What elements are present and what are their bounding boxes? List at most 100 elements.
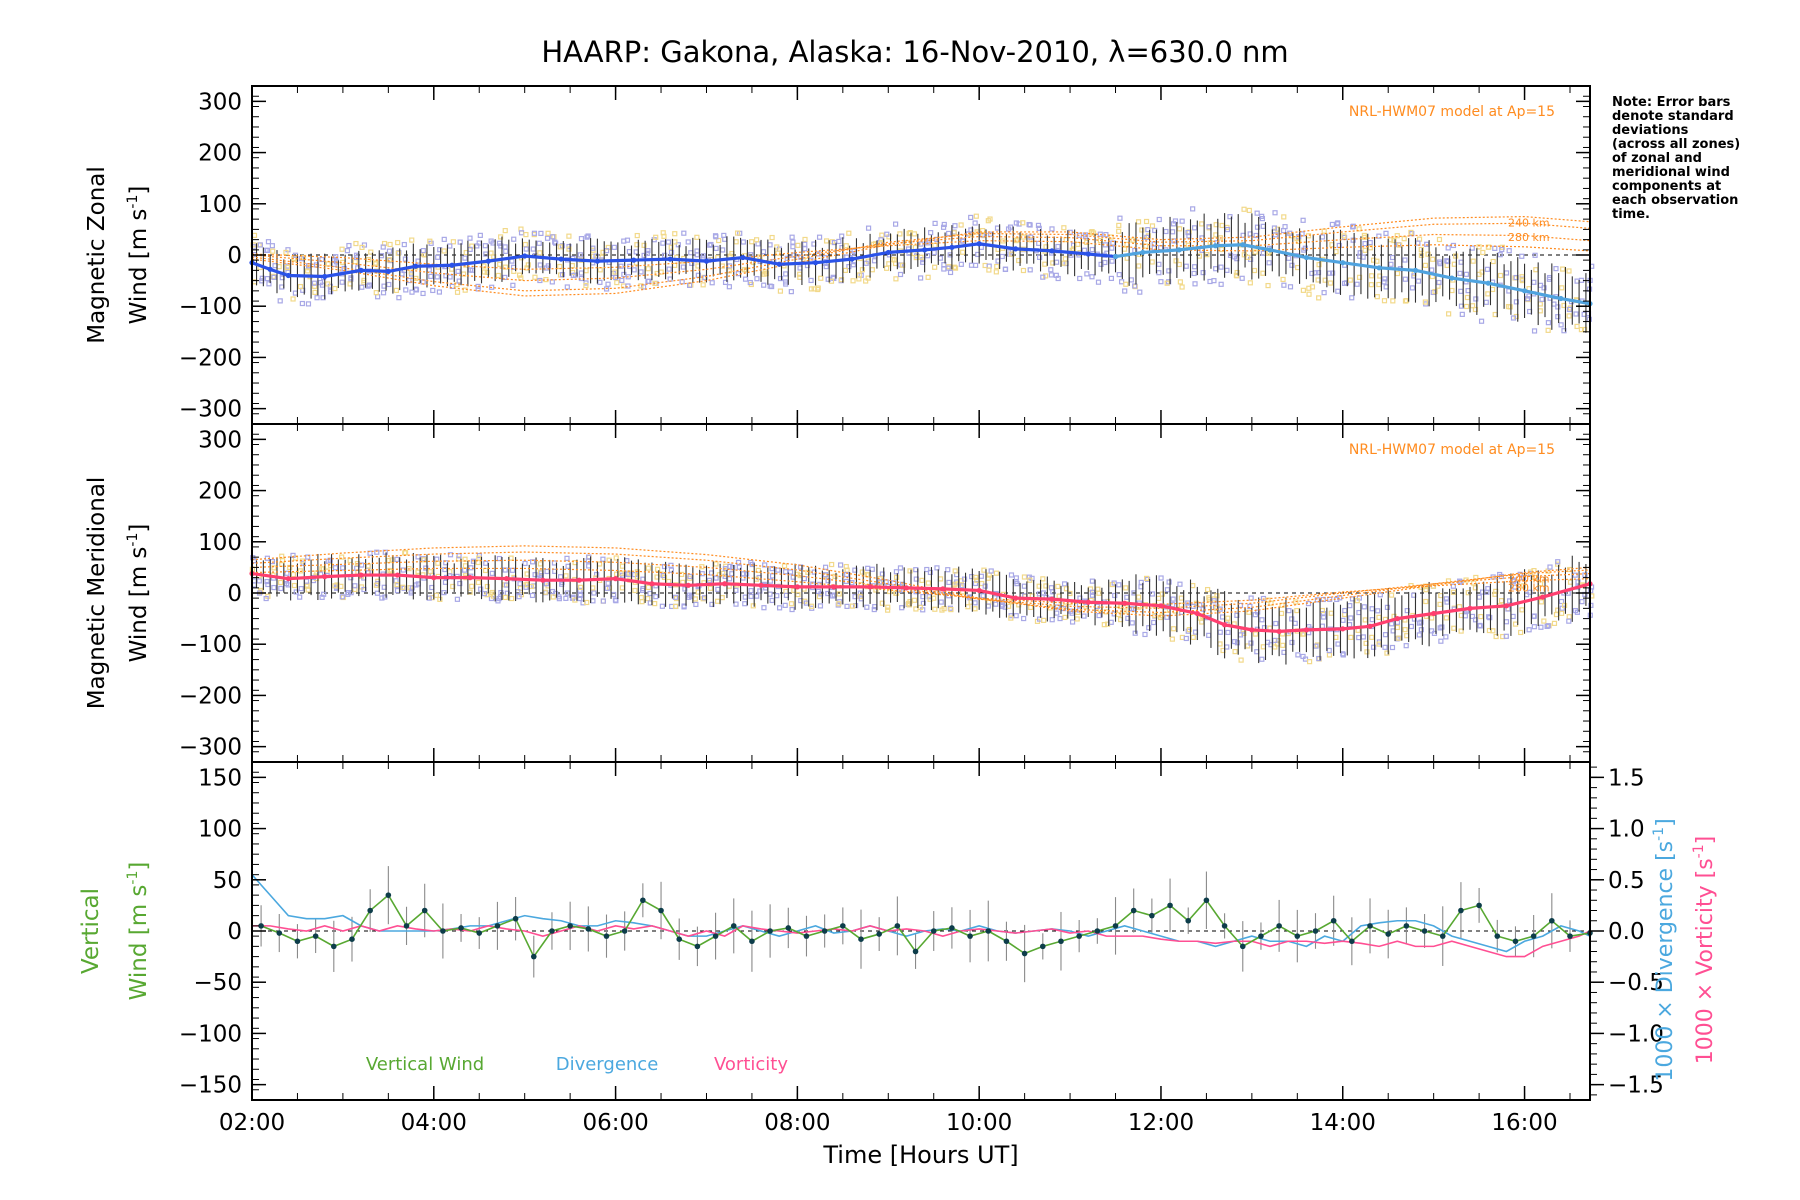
x-tick-label: 12:00 xyxy=(1128,1110,1194,1136)
zone-sample-mark xyxy=(1415,278,1422,284)
zone-sample-mark xyxy=(1260,270,1266,276)
zone-sample-mark xyxy=(1112,592,1118,599)
zone-sample-mark xyxy=(1095,279,1102,285)
zone-sample-mark xyxy=(985,575,991,581)
zone-sample-mark xyxy=(1333,634,1339,641)
zone-sample-mark xyxy=(1383,284,1389,290)
zone-sample-mark xyxy=(516,594,522,600)
zone-sample-mark xyxy=(1422,299,1428,305)
zone-sample-mark xyxy=(1027,577,1033,583)
zone-sample-mark xyxy=(1376,614,1382,620)
zone-sample-mark xyxy=(982,583,988,589)
zone-sample-mark xyxy=(395,250,401,256)
vertical-wind-point xyxy=(494,923,501,929)
zone-sample-mark xyxy=(805,569,811,575)
model-alt-label-240: 240 km xyxy=(1508,573,1550,586)
zone-sample-mark xyxy=(767,578,774,584)
zone-sample-mark xyxy=(1347,603,1353,609)
zone-sample-mark xyxy=(1498,598,1505,604)
zone-sample-mark xyxy=(481,591,488,597)
vertical-wind-point xyxy=(421,907,428,914)
zone-sample-mark xyxy=(578,584,584,590)
zone-sample-mark xyxy=(1122,288,1128,294)
zone-sample-mark xyxy=(434,556,440,562)
zone-sample-mark xyxy=(624,558,630,564)
zone-sample-mark xyxy=(577,595,583,602)
zone-sample-mark xyxy=(777,275,784,282)
zone-sample-mark xyxy=(1021,615,1027,622)
mean-wind-point xyxy=(758,582,764,588)
mean-wind-point xyxy=(1112,253,1119,260)
zone-sample-mark xyxy=(1519,253,1525,259)
zone-sample-mark xyxy=(920,600,926,606)
y-title-text: Wind [m s xyxy=(126,547,152,663)
zone-sample-mark xyxy=(1369,617,1375,623)
zone-sample-mark xyxy=(478,586,484,592)
zone-sample-mark xyxy=(733,601,739,607)
mean-wind-point xyxy=(1485,280,1491,286)
zone-sample-mark xyxy=(550,594,556,600)
zone-sample-mark xyxy=(1200,269,1206,276)
y-axis-title-line1: Magnetic Zonal xyxy=(84,166,110,344)
y-tick-label: 100 xyxy=(198,817,242,843)
zone-sample-mark xyxy=(1443,634,1449,640)
y-axis-title-line2: Wind [m s-1] xyxy=(125,186,152,325)
zone-sample-mark xyxy=(818,275,824,281)
zone-sample-mark xyxy=(1429,615,1435,621)
vertical-wind-point xyxy=(1040,943,1046,950)
zone-sample-mark xyxy=(556,596,562,602)
zone-sample-mark xyxy=(952,265,959,271)
zone-sample-mark xyxy=(502,594,508,601)
zone-sample-mark xyxy=(1232,638,1238,645)
zone-sample-mark xyxy=(420,290,426,297)
vertical-wind-point xyxy=(621,928,628,934)
zone-sample-mark xyxy=(537,262,543,268)
zone-sample-mark xyxy=(525,262,531,268)
zone-sample-mark xyxy=(1219,614,1226,620)
zone-sample-mark xyxy=(973,574,979,580)
zone-sample-mark xyxy=(1275,637,1281,644)
note-line-3: deviations xyxy=(1612,123,1689,138)
zone-sample-mark xyxy=(760,249,767,255)
zone-sample-mark xyxy=(1280,276,1286,283)
zone-sample-mark xyxy=(798,254,804,260)
zone-sample-mark xyxy=(1499,246,1505,253)
zone-sample-mark xyxy=(980,593,986,599)
zone-sample-mark xyxy=(1388,261,1394,267)
zone-sample-mark xyxy=(1446,311,1452,317)
zone-sample-mark xyxy=(1164,280,1170,286)
y-tick-label: 200 xyxy=(198,479,242,505)
zone-sample-mark xyxy=(707,242,713,248)
zone-sample-mark xyxy=(1541,618,1547,624)
zone-sample-mark xyxy=(537,561,544,567)
zone-sample-mark xyxy=(884,265,890,271)
vertical-wind-point xyxy=(349,936,355,942)
zone-sample-mark xyxy=(550,234,556,240)
zone-sample-mark xyxy=(449,283,455,290)
zone-sample-mark xyxy=(389,557,395,563)
mean-wind-point xyxy=(685,582,691,588)
zone-sample-mark xyxy=(1048,272,1054,278)
zone-sample-mark xyxy=(733,587,739,593)
vertical-wind-point xyxy=(985,928,992,934)
zone-sample-mark xyxy=(344,248,351,254)
zone-sample-mark xyxy=(1013,613,1019,619)
zone-sample-mark xyxy=(552,239,558,245)
zone-sample-mark xyxy=(1537,308,1543,314)
zone-sample-mark xyxy=(817,603,824,609)
zone-sample-mark xyxy=(1016,602,1022,608)
zone-sample-mark xyxy=(1014,581,1020,587)
zone-sample-mark xyxy=(428,273,434,279)
zone-sample-mark xyxy=(1281,649,1287,655)
zone-sample-mark xyxy=(1102,259,1108,266)
zone-sample-mark xyxy=(1531,624,1537,630)
zone-sample-mark xyxy=(1346,622,1353,628)
y-tick-label: −200 xyxy=(179,683,242,709)
zone-sample-mark xyxy=(311,280,318,286)
zone-sample-mark xyxy=(1526,627,1532,633)
zone-sample-mark xyxy=(1057,615,1063,622)
zone-sample-mark xyxy=(1462,613,1468,619)
zone-sample-mark xyxy=(1437,601,1443,607)
